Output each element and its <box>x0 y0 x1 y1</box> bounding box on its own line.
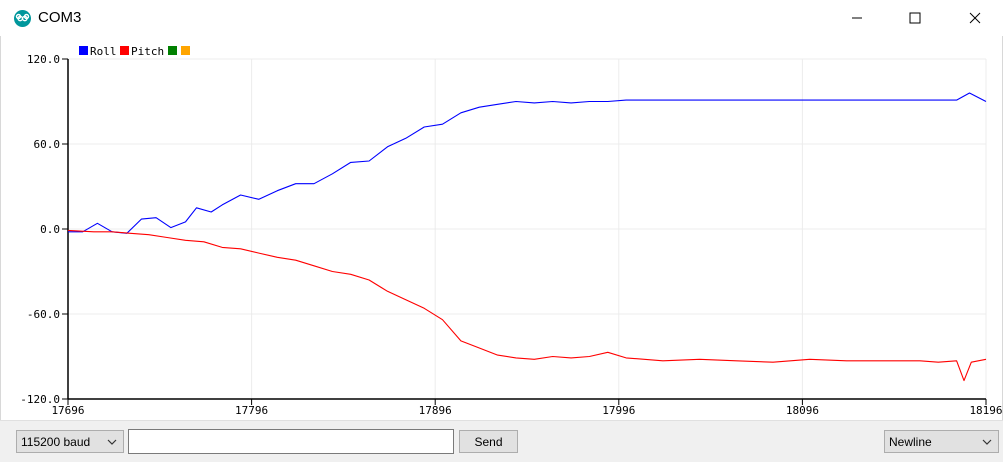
window-title: COM3 <box>38 9 82 26</box>
bottom-toolbar: 115200 baud Send Newline <box>0 420 1003 462</box>
serial-input[interactable] <box>128 429 454 454</box>
legend-label-pitch: Pitch <box>131 45 164 58</box>
title-bar: COM3 <box>0 0 1003 36</box>
legend-swatch-series-4 <box>181 46 190 55</box>
arduino-icon <box>14 10 31 27</box>
send-button[interactable]: Send <box>459 430 518 453</box>
chevron-down-icon <box>982 439 992 445</box>
minimize-button[interactable] <box>834 0 880 36</box>
chevron-down-icon <box>107 439 117 445</box>
baud-rate-value: 115200 baud <box>21 434 91 449</box>
y-tick-label: -60.0 <box>27 308 60 321</box>
x-tick-label: 17696 <box>51 404 84 417</box>
maximize-button[interactable] <box>892 0 938 36</box>
close-icon <box>969 12 981 24</box>
y-tick-label: -120.0 <box>20 393 60 406</box>
line-ending-value: Newline <box>889 434 932 449</box>
pitch-series-line <box>67 229 987 382</box>
minimize-icon <box>852 17 862 19</box>
maximize-icon <box>909 12 921 24</box>
y-tick-label: 60.0 <box>34 138 61 151</box>
baud-rate-select[interactable]: 115200 baud <box>16 430 124 453</box>
x-tick-label: 17796 <box>235 404 268 417</box>
x-tick-label: 17996 <box>602 404 635 417</box>
y-tick-label: 120.0 <box>27 53 60 66</box>
legend-swatch-roll <box>79 46 88 55</box>
legend-swatch-series-3 <box>168 46 177 55</box>
y-tick-label: 0.0 <box>40 223 60 236</box>
close-button[interactable] <box>952 0 998 36</box>
serial-plotter: 120.0 60.0 0.0 -60.0 -120.0 17696 17796 17896 17… <box>0 36 1003 420</box>
line-ending-select[interactable]: Newline <box>884 430 999 453</box>
x-tick-label: 17896 <box>419 404 452 417</box>
x-tick-label: 18196 <box>969 404 1002 417</box>
legend-label-roll: Roll <box>90 45 117 58</box>
x-tick-label: 18096 <box>786 404 819 417</box>
legend-swatch-pitch <box>120 46 129 55</box>
roll-series-line <box>68 92 987 234</box>
send-button-label: Send <box>474 434 503 449</box>
